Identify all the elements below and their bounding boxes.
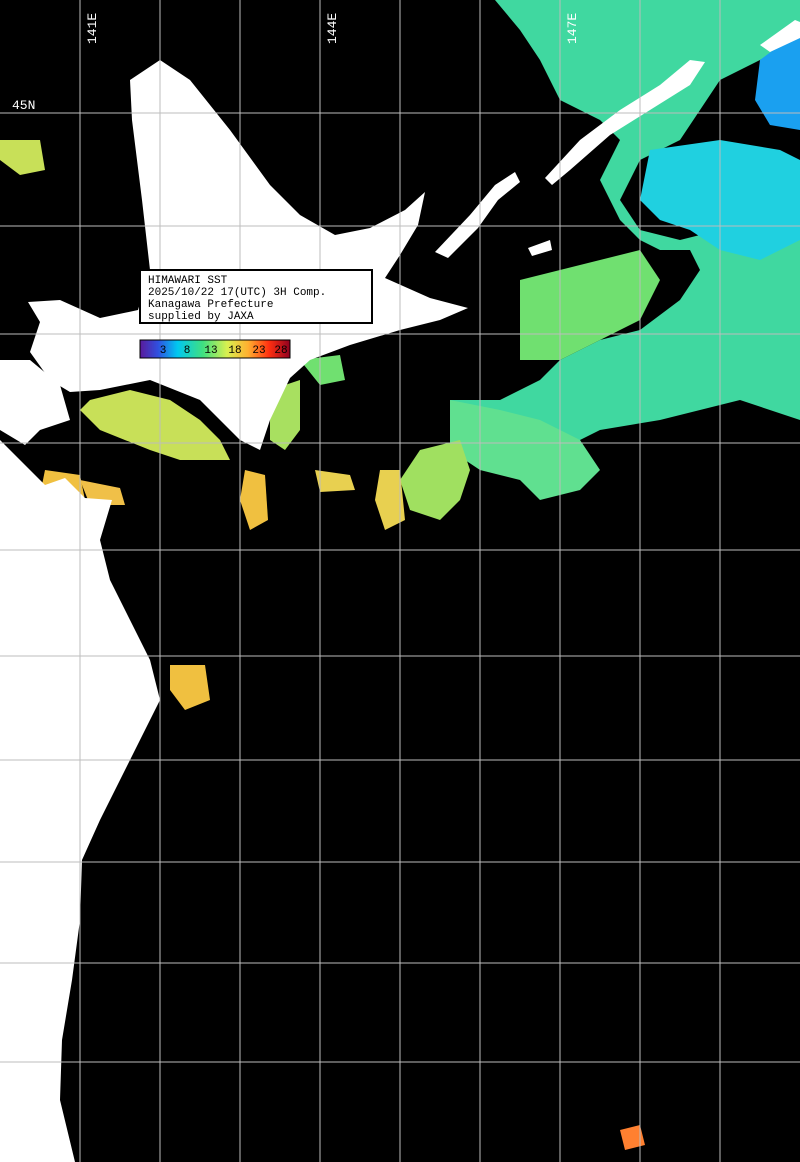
info-line: HIMAWARI SST <box>148 275 228 287</box>
hokkaido <box>28 60 468 450</box>
colorbar-label: 28 <box>274 345 287 357</box>
lat-label: 45N <box>12 98 35 113</box>
info-line: 2025/10/22 17(UTC) 3H Comp. <box>148 287 326 299</box>
oshima-peninsula <box>0 360 70 445</box>
shikotan <box>528 240 552 256</box>
info-line: supplied by JAXA <box>148 311 254 323</box>
info-box-frame <box>139 269 373 324</box>
colorbar-ramp <box>139 339 291 359</box>
etorofu <box>545 60 705 185</box>
info-line: Kanagawa Prefecture <box>148 299 273 311</box>
lon-label: 147E <box>565 13 580 44</box>
kunashiri <box>435 172 520 258</box>
info-box: HIMAWARI SST 2025/10/22 17(UTC) 3H Comp.… <box>139 269 373 324</box>
colorbar-label: 13 <box>204 345 217 357</box>
lon-label: 141E <box>85 13 100 44</box>
urup <box>760 20 800 52</box>
colorbar-label: 18 <box>228 345 241 357</box>
colorbar-label: 3 <box>160 345 167 357</box>
lon-label: 144E <box>325 13 340 44</box>
colorbar-label: 23 <box>252 345 265 357</box>
colorbar-label: 8 <box>184 345 191 357</box>
colorbar: 3 8 13 18 23 28 <box>139 339 291 359</box>
